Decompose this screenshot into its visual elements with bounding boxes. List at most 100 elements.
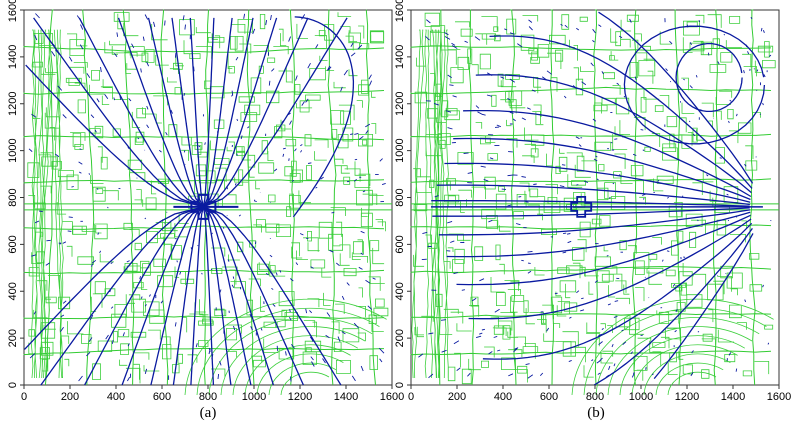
- x-tick-label: 800: [586, 391, 604, 403]
- field-line: [436, 184, 750, 206]
- y-tick: 1200: [394, 92, 411, 116]
- x-tick: 0: [408, 385, 414, 403]
- field-line: [432, 207, 750, 217]
- y-tick-label: 0: [7, 382, 19, 388]
- panel-b-caption: (b): [587, 405, 605, 421]
- y-tick: 600: [7, 235, 24, 254]
- x-tick-label: 600: [153, 391, 171, 403]
- field-line: [453, 137, 751, 201]
- field-line: [78, 17, 204, 208]
- panel-b-x-axis-ticks: 0 200 400 600 800 1000 1200 1400 1600: [408, 385, 791, 403]
- y-tick: 200: [394, 329, 411, 347]
- y-tick-label: 800: [394, 188, 406, 206]
- field-line: [292, 16, 355, 218]
- x-tick: 1200: [288, 385, 312, 403]
- panel-b-source-marker: [431, 195, 763, 218]
- field-line: [150, 206, 204, 386]
- panel-b-y-axis-ticks: 0 200 400 600 800 1000 1200 1400 1600: [394, 0, 411, 388]
- y-tick-label: 0: [394, 382, 406, 388]
- y-tick-label: 600: [7, 235, 19, 253]
- field-line: [482, 222, 753, 360]
- x-tick-label: 1600: [380, 391, 404, 403]
- x-tick-label: 200: [448, 391, 466, 403]
- y-tick-label: 1400: [394, 45, 406, 69]
- field-line: [203, 206, 304, 386]
- panel-a-y-axis-ticks: 0 200 400 600 800 1000 1200 1400 1600: [7, 0, 24, 388]
- field-line: [444, 162, 751, 203]
- x-tick: 800: [586, 385, 604, 403]
- x-tick: 1000: [242, 385, 266, 403]
- y-tick-label: 1200: [394, 92, 406, 116]
- field-line: [202, 17, 215, 208]
- field-line: [202, 17, 254, 208]
- field-line: [475, 74, 752, 194]
- field-line: [489, 35, 753, 189]
- x-tick: 400: [494, 385, 512, 403]
- source-cross-marker: [190, 193, 217, 220]
- field-line: [202, 17, 233, 208]
- flow-arrows: [418, 16, 772, 379]
- x-tick: 200: [61, 385, 79, 403]
- y-tick-label: 800: [7, 188, 19, 206]
- field-line: [598, 11, 754, 184]
- field-line: [203, 17, 348, 208]
- source-cross-marker: [570, 195, 593, 218]
- y-tick-label: 400: [394, 282, 406, 300]
- x-tick: 1400: [721, 385, 745, 403]
- x-tick-label: 1400: [334, 391, 358, 403]
- y-tick: 800: [7, 188, 24, 207]
- y-tick-label: 1400: [7, 45, 19, 69]
- field-line: [468, 218, 752, 320]
- y-tick-label: 1600: [7, 0, 19, 22]
- x-tick-label: 600: [540, 391, 558, 403]
- field-line: [189, 17, 205, 208]
- field-line: [202, 206, 215, 386]
- y-tick-label: 400: [7, 282, 19, 300]
- field-line: [202, 206, 232, 386]
- y-tick-label: 200: [7, 329, 19, 347]
- x-tick: 1200: [675, 385, 699, 403]
- y-tick: 1400: [7, 45, 24, 69]
- x-tick: 600: [153, 385, 171, 403]
- x-tick: 1600: [767, 385, 791, 403]
- field-line: [171, 17, 204, 208]
- field-line: [202, 206, 252, 386]
- field-line: [446, 211, 751, 258]
- field-line: [121, 206, 204, 386]
- y-tick-label: 1600: [394, 0, 406, 22]
- field-line: [653, 233, 754, 380]
- x-tick-label: 1600: [767, 391, 791, 403]
- panel-a-field-lines: [24, 13, 386, 386]
- field-line: [593, 228, 753, 386]
- panel-b-street-network: [410, 9, 779, 396]
- y-tick: 1600: [7, 0, 24, 22]
- field-line: [25, 64, 204, 208]
- panel-a: 0 200 400 600 800 1000 1200 1400 1600 0 200 400 600…: [7, 0, 404, 421]
- x-tick: 0: [21, 385, 27, 403]
- field-line: [203, 206, 342, 386]
- y-tick: 1600: [394, 0, 411, 22]
- x-tick-label: 400: [107, 391, 125, 403]
- field-line: [203, 206, 275, 386]
- panel-a-x-axis-ticks: 0 200 400 600 800 1000 1200 1400 1600: [21, 385, 404, 403]
- field-line: [456, 214, 751, 286]
- y-tick: 200: [7, 329, 24, 347]
- x-tick: 1400: [334, 385, 358, 403]
- y-tick: 1000: [7, 138, 24, 163]
- y-tick: 1000: [394, 138, 411, 163]
- field-line: [33, 17, 204, 208]
- panel-b-field-lines: [418, 11, 772, 386]
- y-tick: 1200: [7, 92, 24, 116]
- field-line: [623, 25, 766, 145]
- field-line: [24, 206, 204, 350]
- field-line: [203, 17, 309, 208]
- x-tick: 1600: [380, 385, 404, 403]
- x-tick: 400: [107, 385, 125, 403]
- street-blocks: [411, 12, 776, 396]
- x-tick: 800: [199, 385, 217, 403]
- y-tick: 400: [394, 282, 411, 300]
- x-tick-label: 200: [61, 391, 79, 403]
- x-tick-label: 400: [494, 391, 512, 403]
- x-tick-label: 0: [408, 391, 414, 403]
